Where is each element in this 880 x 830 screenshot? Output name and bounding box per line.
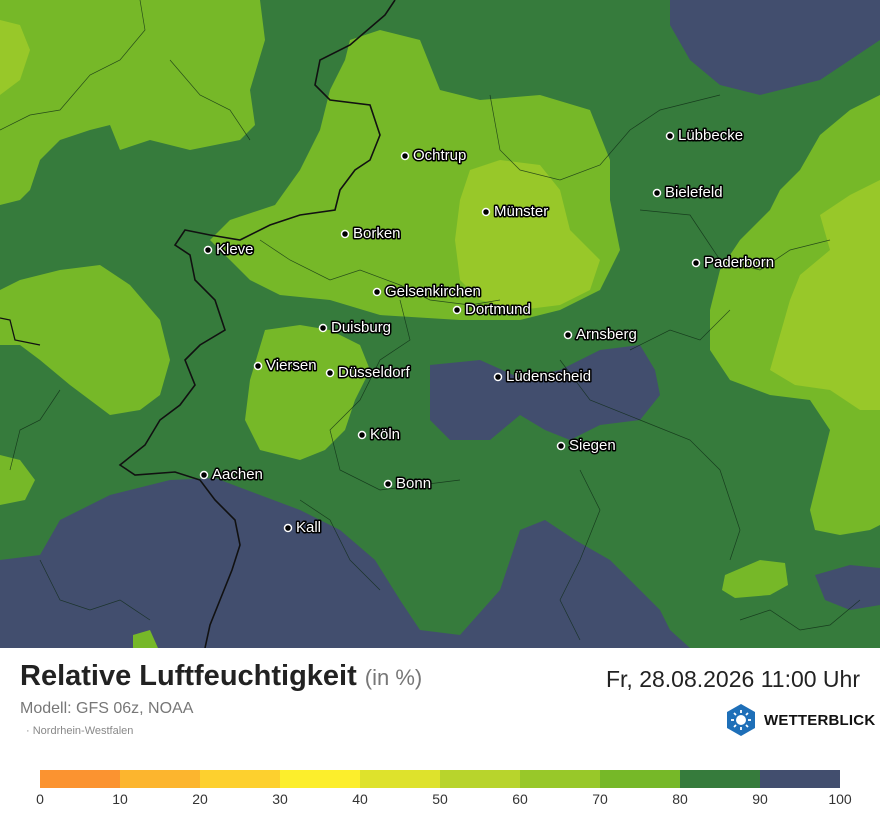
city-label: Duisburg	[331, 319, 391, 336]
legend-tick-label: 20	[192, 791, 208, 807]
humidity-map: Lübbecke Ochtrup Bielefeld Münster Borke…	[0, 0, 880, 648]
city-label: Bonn	[396, 475, 431, 492]
city-label: Kall	[296, 519, 321, 536]
city-label: Paderborn	[704, 254, 774, 271]
city-label: Gelsenkirchen	[385, 283, 481, 300]
city-marker[interactable]: Arnsberg	[563, 325, 638, 345]
city-label: Arnsberg	[576, 326, 637, 343]
city-marker[interactable]: Bielefeld	[652, 183, 724, 203]
legend-bar	[40, 770, 840, 788]
legend-ticks: 0 10 20 30 40 50 60 70 80 90 100	[36, 788, 852, 808]
forecast-datetime: Fr, 28.08.2026 11:00 Uhr	[605, 666, 860, 692]
legend-swatch	[440, 770, 520, 788]
legend-tick-label: 80	[672, 791, 688, 807]
city-marker[interactable]: Lüdenscheid	[493, 367, 593, 387]
city-marker[interactable]: Viersen	[253, 356, 318, 376]
humidity-zone-60-70	[0, 20, 880, 410]
legend-tick-label: 100	[828, 791, 852, 807]
legend-swatch	[520, 770, 600, 788]
legend-tick-label: 0	[36, 791, 44, 807]
legend-swatch	[680, 770, 760, 788]
city-label: Aachen	[212, 466, 263, 483]
city-marker[interactable]: Köln	[357, 425, 402, 445]
legend-swatch	[600, 770, 680, 788]
city-marker[interactable]: Kall	[283, 518, 323, 538]
brand-name: WETTERBLICK	[764, 711, 876, 729]
city-marker[interactable]: Duisburg	[318, 318, 393, 338]
region-name: Nordrhein-Westfalen	[32, 725, 134, 737]
legend-swatch	[40, 770, 120, 788]
city-marker[interactable]: Ochtrup	[400, 146, 468, 166]
model-info: Modell: GFS 06z, NOAA	[20, 700, 194, 717]
city-label: Kleve	[216, 241, 254, 258]
city-marker[interactable]: Münster	[481, 202, 550, 222]
legend-tick-label: 70	[592, 791, 608, 807]
city-marker[interactable]: Bonn	[383, 474, 433, 494]
city-markers: Lübbecke Ochtrup Bielefeld Münster Borke…	[199, 126, 776, 538]
city-marker[interactable]: Aachen	[199, 465, 264, 485]
legend-swatch	[120, 770, 200, 788]
city-label: Lüdenscheid	[506, 368, 591, 385]
legend-tick-label: 90	[752, 791, 768, 807]
city-label: Ochtrup	[413, 147, 466, 164]
title-unit: (in %)	[364, 665, 423, 690]
legend-swatch	[760, 770, 840, 788]
city-marker[interactable]: Gelsenkirchen	[372, 282, 482, 302]
legend-tick-label: 60	[512, 791, 528, 807]
color-legend: 0 10 20 30 40 50 60 70 80 90 100	[36, 770, 852, 808]
city-marker[interactable]: Dortmund	[452, 300, 532, 320]
city-label: Bielefeld	[665, 184, 723, 201]
city-label: Borken	[353, 225, 401, 242]
city-marker[interactable]: Siegen	[556, 436, 617, 456]
city-label: Münster	[494, 203, 548, 220]
city-label: Dortmund	[465, 301, 531, 318]
city-label: Köln	[370, 426, 400, 443]
city-marker[interactable]: Düsseldorf	[325, 363, 412, 383]
map-title: Relative Luftfeuchtigkeit (in %)	[20, 660, 422, 693]
sun-logo-icon	[727, 704, 755, 736]
city-label: Lübbecke	[678, 127, 743, 144]
city-marker[interactable]: Paderborn	[691, 253, 776, 273]
title-text: Relative Luftfeuchtigkeit	[20, 660, 357, 692]
city-marker[interactable]: Kleve	[203, 240, 255, 260]
region-label: · Nordrhein-Westfalen	[26, 725, 134, 737]
city-marker[interactable]: Lübbecke	[665, 126, 745, 146]
legend-swatch	[280, 770, 360, 788]
city-marker[interactable]: Borken	[340, 224, 402, 244]
city-label: Düsseldorf	[338, 364, 411, 381]
legend-tick-label: 40	[352, 791, 368, 807]
city-label: Viersen	[266, 357, 317, 374]
brand-logo[interactable]: WETTERBLICK	[724, 703, 875, 737]
border-lines	[0, 0, 861, 648]
legend-tick-label: 10	[112, 791, 128, 807]
legend-tick-label: 50	[432, 791, 448, 807]
humidity-zone-90-100	[0, 0, 880, 648]
legend-tick-label: 30	[272, 791, 288, 807]
city-label: Siegen	[569, 437, 616, 454]
legend-swatch	[360, 770, 440, 788]
legend-swatch	[200, 770, 280, 788]
